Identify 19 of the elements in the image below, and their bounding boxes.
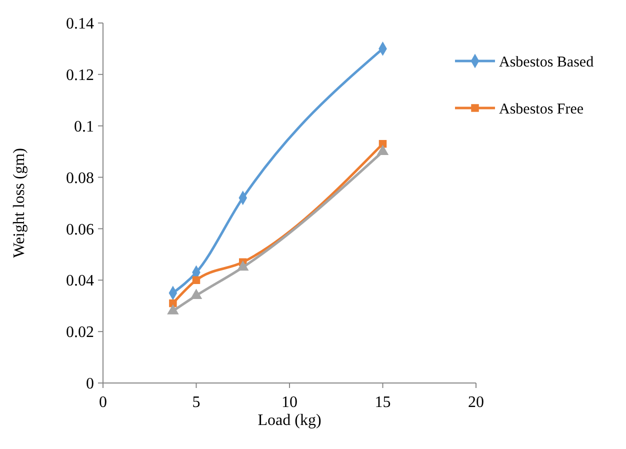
y-tick-label: 0.12: [66, 67, 94, 84]
x-tick-label: 10: [282, 394, 298, 411]
legend-label: Asbestos Free: [499, 101, 584, 118]
x-axis-title: Load (kg): [258, 412, 322, 429]
x-tick-label: 5: [192, 394, 200, 411]
point: [192, 276, 200, 284]
x-tick-label: 20: [468, 394, 484, 411]
y-tick-label: 0.02: [66, 324, 94, 342]
y-tick-label: 0: [86, 376, 94, 393]
legend-label: Asbestos Based: [499, 54, 594, 70]
y-axis-title: Weight loss (gm): [11, 148, 28, 258]
y-tick-label: 0.1: [74, 118, 94, 136]
y-tick-label: 0.06: [66, 221, 94, 238]
y-tick-label: 0.04: [66, 272, 94, 290]
point: [169, 299, 177, 308]
y-tick-label: 0.14: [66, 16, 94, 33]
y-tick-label: 0.08: [66, 170, 94, 187]
x-tick-label: 15: [374, 394, 391, 411]
x-tick-label: 0: [99, 394, 107, 411]
